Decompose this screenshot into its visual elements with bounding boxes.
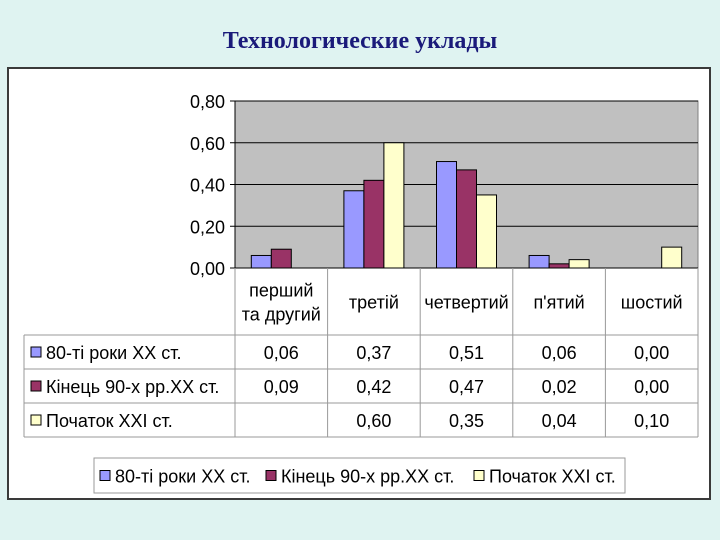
y-tick-label: 0,00	[190, 259, 225, 279]
table-value: 0,02	[542, 377, 577, 397]
bar	[436, 161, 457, 269]
category-label: шостий	[621, 293, 683, 313]
table-legend-key	[30, 380, 42, 392]
table-legend-key	[30, 414, 42, 426]
legend-key	[265, 470, 277, 481]
table-value: 0,06	[542, 343, 577, 363]
bar	[548, 263, 570, 269]
table-value: 0,10	[634, 411, 669, 431]
category-label: та другий	[242, 305, 321, 325]
category-label: п'ятий	[533, 293, 584, 313]
bar	[363, 179, 385, 269]
table-value: 0,09	[264, 377, 299, 397]
y-tick-label: 0,80	[190, 92, 225, 112]
slide-title: Технологические уклады	[222, 28, 498, 54]
table-value: 0,04	[542, 411, 577, 431]
table-value: 0,51	[449, 343, 484, 363]
table-series-name: Початок ХХІ ст.	[46, 411, 173, 431]
legend-label: Кінець 90-х рр.ХХ ст.	[281, 467, 454, 487]
legend-key	[473, 470, 485, 481]
bar	[343, 190, 365, 269]
legend-label: 80-ті роки ХХ ст.	[115, 467, 250, 487]
table-value: 0,00	[634, 377, 669, 397]
table-legend-key	[30, 346, 42, 358]
y-tick-label: 0,20	[190, 217, 225, 237]
bar	[250, 254, 272, 269]
table-value: 0,06	[264, 343, 299, 363]
legend-box	[93, 457, 626, 494]
table-value: 0,47	[449, 377, 484, 397]
table-series-name: 80-ті роки ХХ ст.	[46, 343, 181, 363]
bar	[661, 246, 683, 269]
y-tick-label: 0,40	[190, 176, 225, 196]
y-tick-label: 0,60	[190, 134, 225, 154]
legend-key	[99, 470, 111, 481]
bar	[568, 259, 590, 269]
bar	[270, 248, 292, 269]
category-label: третій	[349, 293, 399, 313]
table-value: 0,42	[356, 377, 391, 397]
table-series-name: Кінець 90-х рр.ХХ ст.	[46, 377, 219, 397]
bar	[456, 169, 477, 269]
bar	[383, 142, 405, 269]
category-label: четвертий	[424, 293, 508, 313]
table-value: 0,37	[356, 343, 391, 363]
category-label: перший	[249, 281, 313, 301]
table-value: 0,60	[356, 411, 391, 431]
bar	[528, 254, 550, 269]
legend-label: Початок ХХІ ст.	[489, 467, 616, 487]
table-value: 0,00	[634, 343, 669, 363]
bar	[476, 194, 497, 269]
table-value: 0,35	[449, 411, 484, 431]
